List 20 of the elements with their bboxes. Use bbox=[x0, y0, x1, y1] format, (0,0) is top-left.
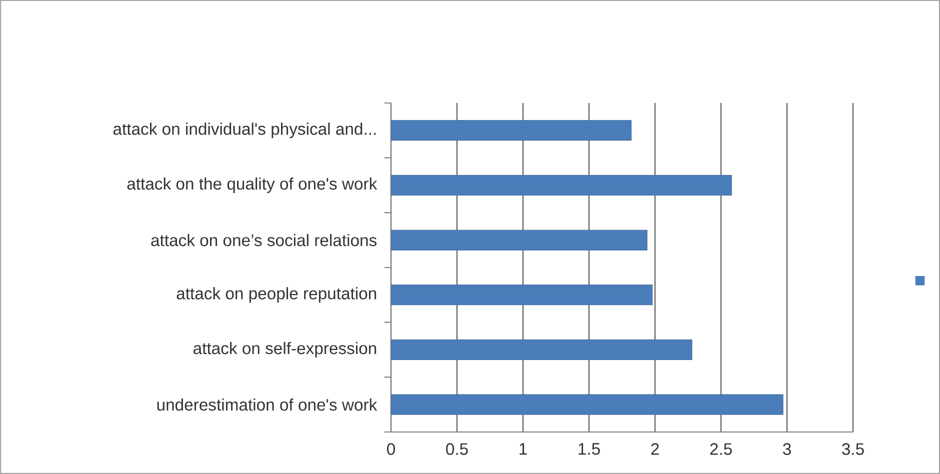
y-tick-label: attack on individual's physical and... bbox=[113, 122, 376, 138]
bar bbox=[391, 339, 692, 360]
x-tick-label: 3.5 bbox=[842, 443, 864, 455]
x-tick-label: 0 bbox=[387, 443, 395, 455]
bar bbox=[391, 174, 732, 196]
y-tick-label: attack on one’s social relations bbox=[151, 234, 377, 246]
x-tick-label: 2.5 bbox=[710, 443, 732, 455]
x-tick-label: 3 bbox=[782, 443, 791, 455]
y-tick-label: underestimation of one's work bbox=[157, 398, 378, 411]
bar bbox=[391, 394, 784, 415]
x-tick-label: 0.5 bbox=[446, 443, 468, 455]
x-tick-label: 2 bbox=[651, 443, 659, 455]
bar bbox=[391, 230, 648, 250]
y-tick-label: attack on the quality of one's work bbox=[127, 177, 378, 194]
bar bbox=[391, 284, 653, 306]
x-tick-label: 1.5 bbox=[578, 443, 600, 455]
x-tick-label: 1 bbox=[520, 443, 527, 455]
y-tick-label: attack on people reputation bbox=[176, 287, 376, 303]
bar bbox=[391, 120, 632, 141]
y-tick-label: attack on self-expression bbox=[194, 342, 376, 358]
